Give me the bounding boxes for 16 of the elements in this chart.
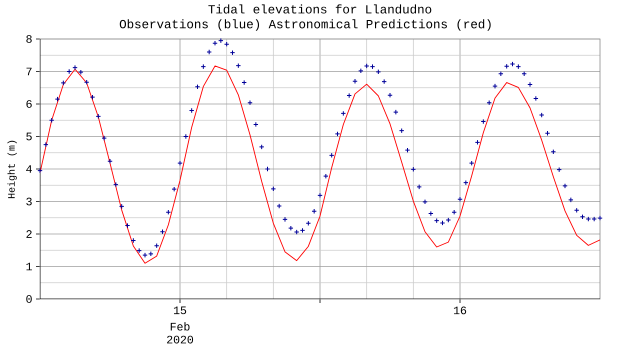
line-series bbox=[40, 66, 600, 264]
chart-title: Tidal elevations for Llandudno bbox=[208, 4, 432, 14]
y-tick-label: 2 bbox=[26, 230, 32, 238]
chart-subtitle: Observations (blue) Astronomical Predictions (red) bbox=[120, 19, 491, 31]
y-tick-label: 3 bbox=[26, 198, 32, 206]
x-tick-label: 15 bbox=[174, 306, 186, 314]
y-tick-label: 6 bbox=[26, 100, 32, 108]
y-tick-label: 5 bbox=[26, 132, 32, 140]
y-tick-label: 1 bbox=[26, 262, 32, 270]
y-tick-label: 4 bbox=[26, 165, 32, 173]
x-axis-title: Feb 2020 bbox=[167, 322, 194, 344]
y-tick-label: 0 bbox=[26, 295, 32, 303]
x-tick-label: 16 bbox=[454, 306, 466, 314]
y-tick-label: 7 bbox=[26, 68, 32, 76]
y-tick-label: 8 bbox=[26, 35, 32, 43]
y-axis-title: Height (m) bbox=[7, 140, 17, 198]
